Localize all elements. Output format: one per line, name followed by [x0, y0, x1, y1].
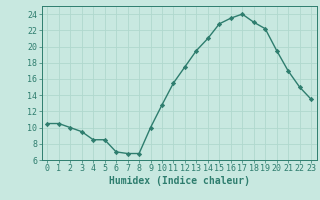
X-axis label: Humidex (Indice chaleur): Humidex (Indice chaleur) — [109, 176, 250, 186]
